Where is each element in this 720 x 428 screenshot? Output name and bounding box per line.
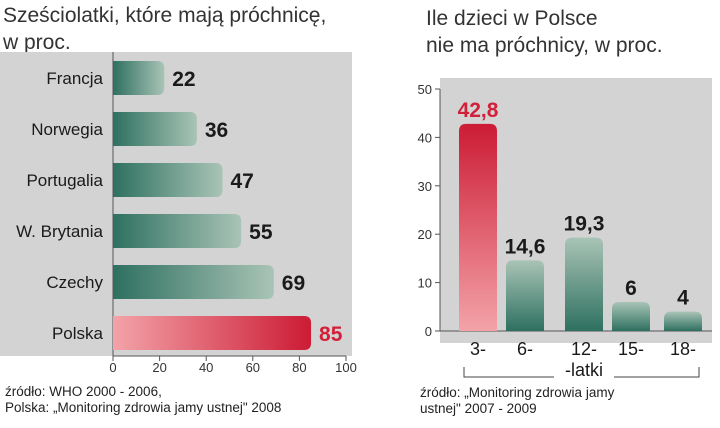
right-y-tick-label: 20 xyxy=(418,227,432,242)
left-value-label: 85 xyxy=(319,323,343,346)
left-category-label: Portugalia xyxy=(26,171,103,190)
left-category-label: Francja xyxy=(46,69,103,88)
right-category-label: 18- xyxy=(670,339,696,359)
left-category-label: W. Brytania xyxy=(16,222,103,241)
right-bracket-right xyxy=(614,367,700,378)
right-chart-title: Ile dzieci w Polsce nie ma próchnicy, w … xyxy=(426,7,663,57)
left-x-tick-label: 80 xyxy=(292,360,306,375)
left-x-tick-label: 60 xyxy=(246,360,260,375)
right-y-tick-label: 10 xyxy=(418,276,432,291)
left-value-label: 55 xyxy=(249,221,273,244)
right-category-label: 6- xyxy=(517,339,533,359)
right-category-label: 3- xyxy=(470,339,486,359)
left-x-tick-label: 0 xyxy=(109,360,116,375)
left-value-label: 69 xyxy=(282,272,305,295)
right-bar xyxy=(664,311,702,331)
left-value-label: 36 xyxy=(205,119,228,142)
right-y-tick-label: 30 xyxy=(418,179,432,194)
right-value-label: 4 xyxy=(677,287,689,310)
left-category-label: Polska xyxy=(52,324,104,343)
right-bracket-left xyxy=(463,367,554,378)
left-bar xyxy=(113,265,274,299)
left-chart-source: źródło: WHO 2000 - 2006, Polska: „Monito… xyxy=(5,384,282,415)
right-y-tick-label: 40 xyxy=(418,130,432,145)
right-value-label: 6 xyxy=(625,277,637,300)
right-y-tick-label: 50 xyxy=(418,82,432,97)
left-value-label: 22 xyxy=(172,68,195,91)
right-category-label: 15- xyxy=(618,339,644,359)
right-y-tick-label: 0 xyxy=(425,324,432,339)
left-category-label: Norwegia xyxy=(31,120,103,139)
right-chart-source: źródło: „Monitoring zdrowia jamy ustnej"… xyxy=(420,385,615,416)
right-value-label: 14,6 xyxy=(505,235,546,258)
left-bar xyxy=(113,316,312,350)
left-bar xyxy=(113,112,197,146)
right-bar xyxy=(459,123,497,332)
right-value-label: 42,8 xyxy=(458,99,499,122)
right-category-note: -latki xyxy=(565,360,603,380)
left-chart-title: Sześciolatki, które mają próchnicę, w pr… xyxy=(3,4,327,54)
right-bar xyxy=(612,301,650,331)
left-bar xyxy=(113,61,165,95)
left-bar xyxy=(113,214,242,248)
right-bar xyxy=(565,237,603,331)
left-x-tick-label: 40 xyxy=(199,360,213,375)
left-bar xyxy=(113,163,223,197)
left-chart-panel xyxy=(0,52,352,356)
left-x-tick-label: 20 xyxy=(152,360,166,375)
left-x-tick-label: 100 xyxy=(335,360,357,375)
right-value-label: 19,3 xyxy=(564,213,605,236)
right-bar xyxy=(506,260,544,331)
left-category-label: Czechy xyxy=(46,273,103,292)
left-value-label: 47 xyxy=(231,170,254,193)
right-category-label: 12- xyxy=(571,339,597,359)
